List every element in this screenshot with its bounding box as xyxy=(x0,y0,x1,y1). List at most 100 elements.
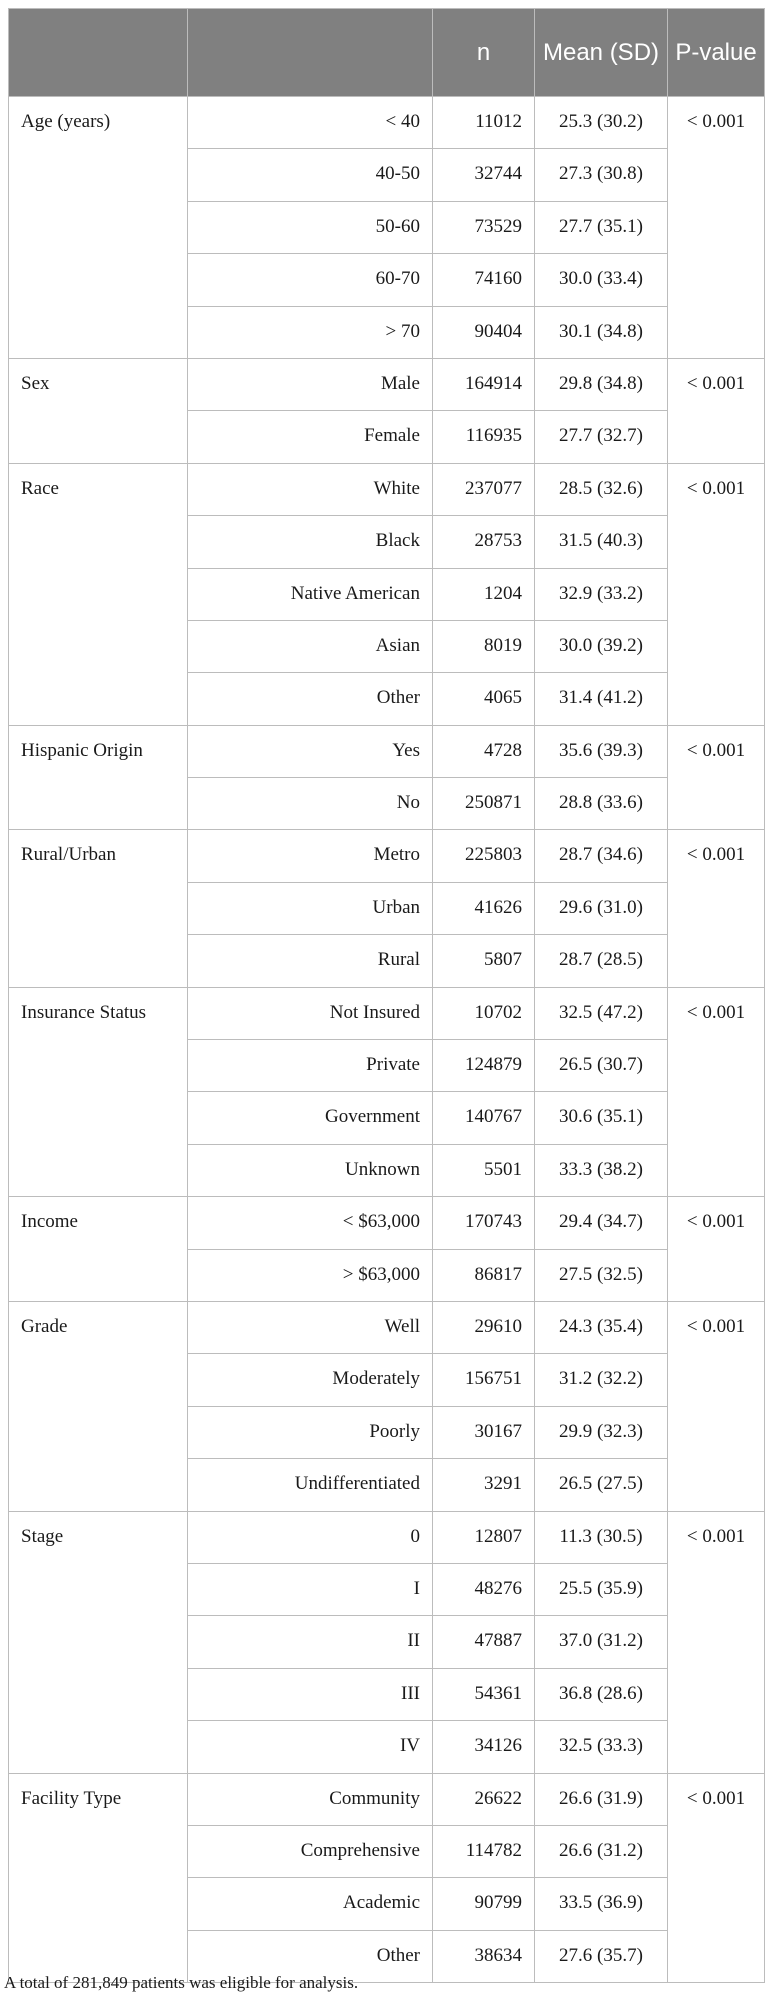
n-cell: 11012 xyxy=(432,95,535,150)
p-value-cell: < 0.001 xyxy=(667,724,765,831)
n-cell: 156751 xyxy=(432,1353,535,1407)
table-header: n Mean (SD) P-value xyxy=(8,8,765,97)
level-cell: II xyxy=(187,1615,433,1669)
p-value-cell: < 0.001 xyxy=(667,462,765,726)
n-cell: 38634 xyxy=(432,1929,535,1984)
level-cell: Rural xyxy=(187,934,433,988)
mean-sd-cell: 28.8 (33.6) xyxy=(534,777,668,831)
mean-sd-cell: 25.5 (35.9) xyxy=(534,1562,668,1617)
table-row: Urban 41626 29.6 (31.0) xyxy=(9,881,765,936)
n-cell: 10702 xyxy=(432,986,535,1041)
level-cell: Well xyxy=(187,1300,433,1355)
n-cell: 237077 xyxy=(432,462,535,517)
variable-name-cell: Sex xyxy=(8,357,188,464)
mean-sd-cell: 26.5 (30.7) xyxy=(534,1039,668,1093)
n-cell: 48276 xyxy=(432,1562,535,1617)
header-variable xyxy=(8,8,188,97)
mean-sd-cell: 29.6 (31.0) xyxy=(534,881,668,936)
table-row: I 48276 25.5 (35.9) xyxy=(9,1562,765,1617)
mean-sd-cell: 35.6 (39.3) xyxy=(534,724,668,779)
mean-sd-cell: 26.6 (31.9) xyxy=(534,1772,668,1826)
level-cell: < $63,000 xyxy=(187,1196,433,1250)
level-cell: > $63,000 xyxy=(187,1248,433,1302)
table-row: Hispanic Origin Yes 4728 35.6 (39.3) < 0.001 xyxy=(8,724,765,831)
mean-sd-cell: 36.8 (28.6) xyxy=(534,1667,668,1722)
table-row: > 70 90404 30.1 (34.8) xyxy=(9,305,765,359)
level-cell: III xyxy=(187,1667,433,1722)
table-row: Race White 237077 28.5 (32.6) < 0.001 xyxy=(8,462,765,726)
mean-sd-cell: 31.4 (41.2) xyxy=(534,672,668,726)
level-cell: Private xyxy=(187,1039,433,1093)
n-cell: 41626 xyxy=(432,881,535,936)
mean-sd-cell: 29.4 (34.7) xyxy=(534,1196,668,1250)
level-cell: 0 xyxy=(187,1510,433,1564)
table-row: 50-60 73529 27.7 (35.1) xyxy=(9,200,765,255)
mean-sd-cell: 11.3 (30.5) xyxy=(534,1510,668,1564)
n-cell: 12807 xyxy=(432,1510,535,1564)
mean-sd-cell: 29.9 (32.3) xyxy=(534,1405,668,1460)
mean-sd-cell: 27.5 (32.5) xyxy=(534,1248,668,1302)
n-cell: 90404 xyxy=(432,305,535,359)
variable-name-cell: Hispanic Origin xyxy=(8,724,188,831)
n-cell: 47887 xyxy=(432,1615,535,1669)
mean-sd-cell: 24.3 (35.4) xyxy=(534,1300,668,1355)
table-row: Other 4065 31.4 (41.2) xyxy=(9,672,765,726)
level-cell: Academic xyxy=(187,1877,433,1931)
mean-sd-cell: 30.0 (33.4) xyxy=(534,253,668,307)
mean-sd-cell: 28.7 (34.6) xyxy=(534,829,668,883)
variable-name-cell: Income xyxy=(8,1196,188,1302)
table-row: Government 140767 30.6 (35.1) xyxy=(9,1091,765,1145)
table-body: Age (years) < 40 11012 25.3 (30.2) < 0.001 40… xyxy=(8,95,765,1984)
table-row: Stage 0 12807 11.3 (30.5) < 0.001 xyxy=(8,1510,765,1774)
mean-sd-cell: 27.3 (30.8) xyxy=(534,148,668,202)
table-row: Asian 8019 30.0 (39.2) xyxy=(9,619,765,674)
mean-sd-cell: 31.5 (40.3) xyxy=(534,515,668,569)
variable-name-cell: Facility Type xyxy=(8,1772,188,1984)
n-cell: 140767 xyxy=(432,1091,535,1145)
p-value-cell: < 0.001 xyxy=(667,357,765,464)
table-row: Income < $63,000 170743 29.4 (34.7) < 0.001 xyxy=(8,1196,765,1302)
p-value-cell: < 0.001 xyxy=(667,986,765,1198)
n-cell: 1204 xyxy=(432,567,535,621)
table-row: Academic 90799 33.5 (36.9) xyxy=(9,1877,765,1931)
level-cell: White xyxy=(187,462,433,517)
level-cell: Moderately xyxy=(187,1353,433,1407)
header-n: n xyxy=(432,8,535,97)
mean-sd-cell: 32.5 (47.2) xyxy=(534,986,668,1041)
table-row: Insurance Status Not Insured 10702 32.5 (47… xyxy=(8,986,765,1198)
level-cell: 60-70 xyxy=(187,253,433,307)
n-cell: 8019 xyxy=(432,619,535,674)
mean-sd-cell: 32.5 (33.3) xyxy=(534,1720,668,1774)
level-cell: Yes xyxy=(187,724,433,779)
n-cell: 29610 xyxy=(432,1300,535,1355)
n-cell: 90799 xyxy=(432,1877,535,1931)
table-row: IV 34126 32.5 (33.3) xyxy=(9,1720,765,1774)
level-cell: < 40 xyxy=(187,95,433,150)
level-cell: Metro xyxy=(187,829,433,883)
header-level xyxy=(187,8,433,97)
table-row: No 250871 28.8 (33.6) xyxy=(9,777,765,831)
level-cell: Not Insured xyxy=(187,986,433,1041)
p-value-cell: < 0.001 xyxy=(667,1772,765,1984)
table-row: Black 28753 31.5 (40.3) xyxy=(9,515,765,569)
mean-sd-cell: 26.6 (31.2) xyxy=(534,1824,668,1879)
level-cell: Other xyxy=(187,1929,433,1984)
level-cell: Native American xyxy=(187,567,433,621)
table-row: Other 38634 27.6 (35.7) xyxy=(9,1929,765,1984)
table-row: Rural/Urban Metro 225803 28.7 (34.6) < 0.001 xyxy=(8,829,765,988)
p-value-cell: < 0.001 xyxy=(667,1196,765,1302)
level-cell: IV xyxy=(187,1720,433,1774)
level-cell: Black xyxy=(187,515,433,569)
mean-sd-cell: 37.0 (31.2) xyxy=(534,1615,668,1669)
table-row: III 54361 36.8 (28.6) xyxy=(9,1667,765,1722)
table-row: Comprehensive 114782 26.6 (31.2) xyxy=(9,1824,765,1879)
mean-sd-cell: 27.7 (32.7) xyxy=(534,410,668,464)
n-cell: 54361 xyxy=(432,1667,535,1722)
n-cell: 170743 xyxy=(432,1196,535,1250)
variable-name-cell: Race xyxy=(8,462,188,726)
mean-sd-cell: 26.5 (27.5) xyxy=(534,1458,668,1512)
n-cell: 74160 xyxy=(432,253,535,307)
n-cell: 30167 xyxy=(432,1405,535,1460)
level-cell: Urban xyxy=(187,881,433,936)
table-footnote: A total of 281,849 patients was eligible… xyxy=(4,1973,359,1992)
